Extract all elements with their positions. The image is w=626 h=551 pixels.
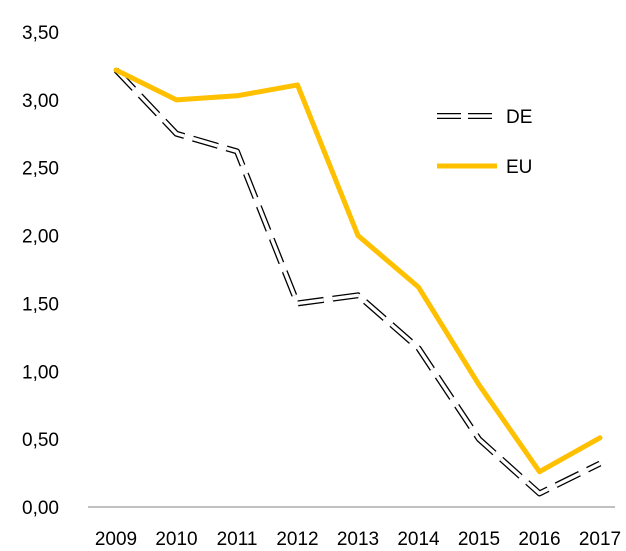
- series-layer: [113, 67, 603, 497]
- x-tick-label: 2014: [397, 529, 440, 550]
- legend-item-eu: EU: [437, 157, 532, 178]
- y-tick-label: 3,50: [22, 23, 59, 44]
- legend: DE EU: [437, 107, 532, 178]
- y-tick-label: 1,50: [22, 294, 59, 315]
- series-line-de-fill: [114, 68, 601, 496]
- y-tick-label: 0,50: [22, 430, 59, 451]
- x-tick-label: 2013: [337, 529, 379, 550]
- y-axis-ticks: 0,00 0,50 1,00 1,50 2,00 2,50 3,00 3,50: [22, 23, 59, 519]
- y-tick-label: 2,50: [22, 159, 59, 180]
- x-axis-ticks: 2009 2010 2011 2012 2013 2014 2015 2016 2017: [95, 529, 621, 550]
- x-tick-label: 2012: [276, 529, 318, 550]
- x-tick-label: 2011: [217, 529, 258, 550]
- series-line-de: [113, 67, 602, 497]
- legend-item-de: DE: [437, 107, 532, 128]
- x-tick-label: 2017: [579, 529, 621, 550]
- x-tick-label: 2015: [458, 529, 500, 550]
- x-tick-label: 2010: [155, 529, 197, 550]
- y-tick-label: 1,00: [22, 362, 59, 383]
- series-line-eu: [113, 67, 603, 475]
- y-tick-label: 0,00: [22, 498, 59, 519]
- legend-label-eu: EU: [506, 157, 532, 178]
- y-tick-label: 3,00: [22, 91, 59, 112]
- x-tick-label: 2009: [95, 529, 137, 550]
- y-tick-label: 2,00: [22, 227, 59, 248]
- x-tick-label: 2016: [518, 529, 560, 550]
- legend-label-de: DE: [506, 107, 532, 128]
